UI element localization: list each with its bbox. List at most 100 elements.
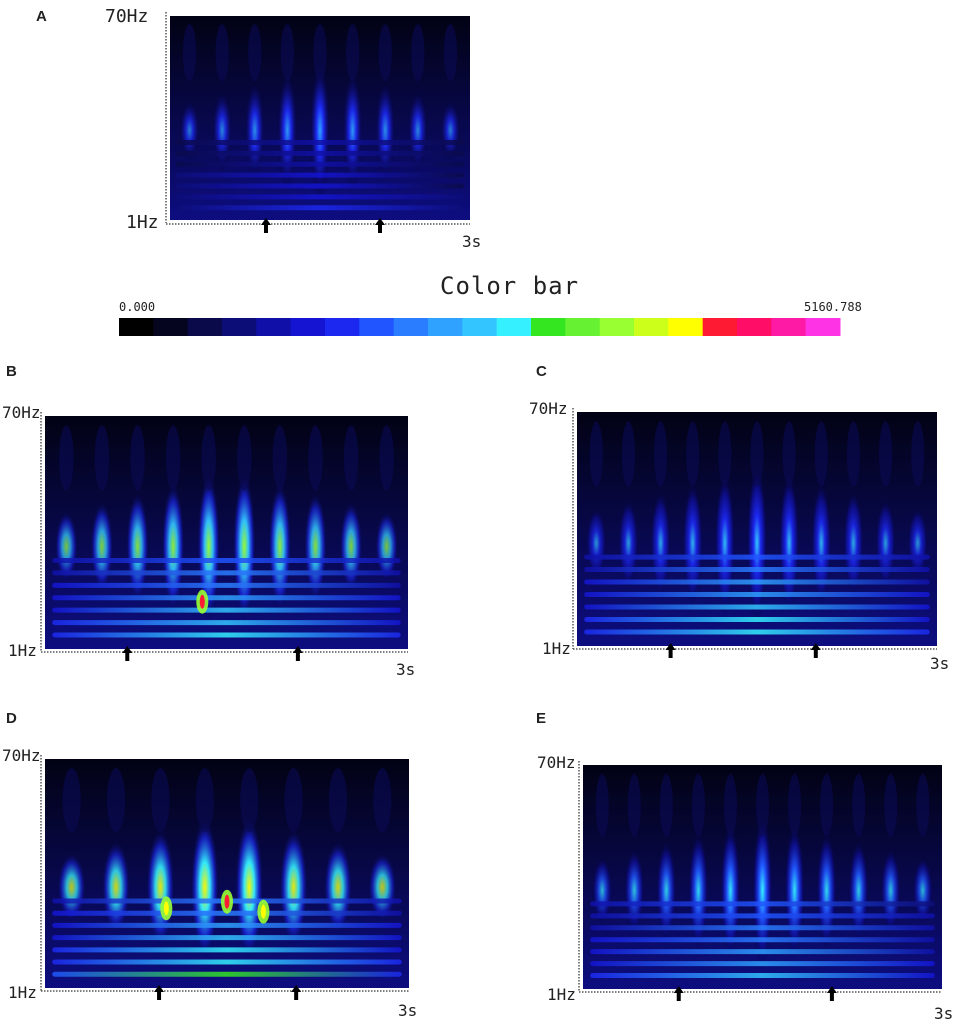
colorbar-swatch-14: [599, 318, 635, 336]
frequency-band: [584, 579, 930, 585]
oscillation-echo: [248, 24, 262, 82]
colorbar-swatch-6: [325, 318, 360, 336]
colorbar: [119, 318, 841, 336]
frequency-band: [52, 620, 401, 626]
colorbar-swatch-2: [187, 318, 223, 336]
stimulus-arrow-icon: [375, 218, 385, 233]
panel-a-spectrogram: [165, 12, 470, 233]
oscillation-column: [161, 481, 185, 612]
frequency-band: [52, 595, 401, 601]
frequency-band: [584, 616, 930, 622]
oscillation-echo: [621, 421, 635, 487]
panel-d-y-bottom-label: 1Hz: [8, 983, 37, 1002]
oscillation-column: [816, 831, 838, 950]
frequency-band: [176, 161, 464, 167]
oscillation-echo: [686, 421, 700, 487]
oscillation-echo: [378, 24, 392, 82]
oscillation-column: [90, 501, 114, 592]
oscillation-echo: [879, 421, 893, 487]
colorbar-swatch-10: [462, 318, 498, 336]
oscillation-column: [367, 852, 397, 923]
panel-b-y-top-label: 70Hz: [2, 403, 41, 422]
oscillation-column: [268, 481, 292, 612]
frequency-band: [590, 925, 935, 931]
stimulus-arrow-icon: [291, 985, 302, 1000]
stimulus-arrow-icon: [122, 646, 133, 661]
oscillation-echo: [215, 24, 229, 82]
oscillation-echo: [846, 421, 860, 487]
oscillation-column: [178, 99, 201, 162]
panel-label-e: E: [536, 710, 547, 727]
oscillation-echo: [589, 421, 603, 487]
frequency-band: [52, 570, 401, 576]
oscillation-column: [875, 498, 897, 588]
colorbar-swatch-3: [222, 318, 257, 336]
oscillation-echo: [852, 773, 866, 837]
frequency-band: [176, 183, 464, 189]
oscillation-echo: [237, 425, 252, 491]
oscillation-echo: [94, 425, 110, 491]
colorbar-swatch-13: [565, 318, 601, 336]
oscillation-echo: [328, 768, 348, 833]
oscillation-echo: [373, 768, 392, 833]
oscillation-column: [407, 89, 429, 171]
oscillation-echo: [151, 768, 170, 833]
oscillation-echo: [788, 773, 802, 837]
oscillation-echo: [750, 421, 764, 487]
panel-b-x-end-label: 3s: [396, 660, 416, 679]
panel-d-y-top-label: 70Hz: [2, 746, 41, 765]
panel-d-spectrogram: [40, 755, 409, 1000]
frequency-band: [52, 947, 402, 953]
frequency-band: [52, 582, 401, 588]
oscillation-echo: [379, 425, 394, 491]
oscillation-echo: [313, 24, 327, 82]
oscillation-echo: [272, 425, 288, 491]
oscillation-column: [57, 852, 87, 923]
frequency-band: [176, 139, 464, 145]
panel-c-y-bottom-label: 1Hz: [542, 639, 571, 658]
oscillation-column: [617, 498, 639, 588]
colorbar-swatch-8: [393, 318, 429, 336]
frequency-band: [52, 607, 401, 613]
colorbar-swatch-1: [153, 318, 189, 336]
panel-label-a: A: [36, 8, 47, 25]
oscillation-column: [309, 60, 331, 200]
oscillation-column: [752, 814, 773, 967]
colorbar-swatch-11: [496, 318, 532, 336]
oscillation-column: [912, 856, 934, 925]
oscillation-column: [687, 831, 709, 950]
colorbar-swatch-4: [256, 318, 292, 336]
panel-c-x-end-label: 3s: [930, 654, 950, 673]
oscillation-echo: [595, 773, 609, 837]
hotspot-core: [163, 901, 169, 916]
panel-b-spectrogram: [40, 412, 408, 661]
oscillation-echo: [165, 425, 181, 491]
panel-a-y-bottom-label: 1Hz: [126, 212, 159, 233]
oscillation-echo: [820, 773, 834, 837]
spectrogram-base-gradient: [45, 759, 409, 988]
oscillation-column: [778, 472, 800, 614]
oscillation-echo: [723, 773, 737, 837]
oscillation-echo: [627, 773, 641, 837]
oscillation-column: [714, 472, 736, 614]
oscillation-column: [279, 827, 309, 947]
panel-d-x-end-label: 3s: [398, 1001, 418, 1020]
frequency-band: [52, 971, 402, 977]
oscillation-echo: [182, 24, 197, 82]
stimulus-arrow-icon: [154, 985, 165, 1000]
colorbar-swatch-20: [805, 318, 841, 336]
oscillation-echo: [62, 768, 81, 833]
colorbar-swatch-12: [531, 318, 566, 336]
oscillation-column: [375, 510, 399, 583]
frequency-band: [590, 901, 935, 907]
panel-a-y-top-label: 70Hz: [105, 6, 149, 27]
frequency-band: [590, 949, 935, 955]
panel-b-y-bottom-label: 1Hz: [8, 641, 37, 660]
oscillation-column: [211, 89, 233, 171]
oscillation-echo: [911, 421, 925, 487]
oscillation-column: [341, 70, 364, 191]
panel-e-spectrogram: [578, 761, 942, 1001]
frequency-band: [52, 959, 402, 965]
colorbar-swatch-9: [428, 318, 463, 336]
oscillation-echo: [718, 421, 732, 487]
